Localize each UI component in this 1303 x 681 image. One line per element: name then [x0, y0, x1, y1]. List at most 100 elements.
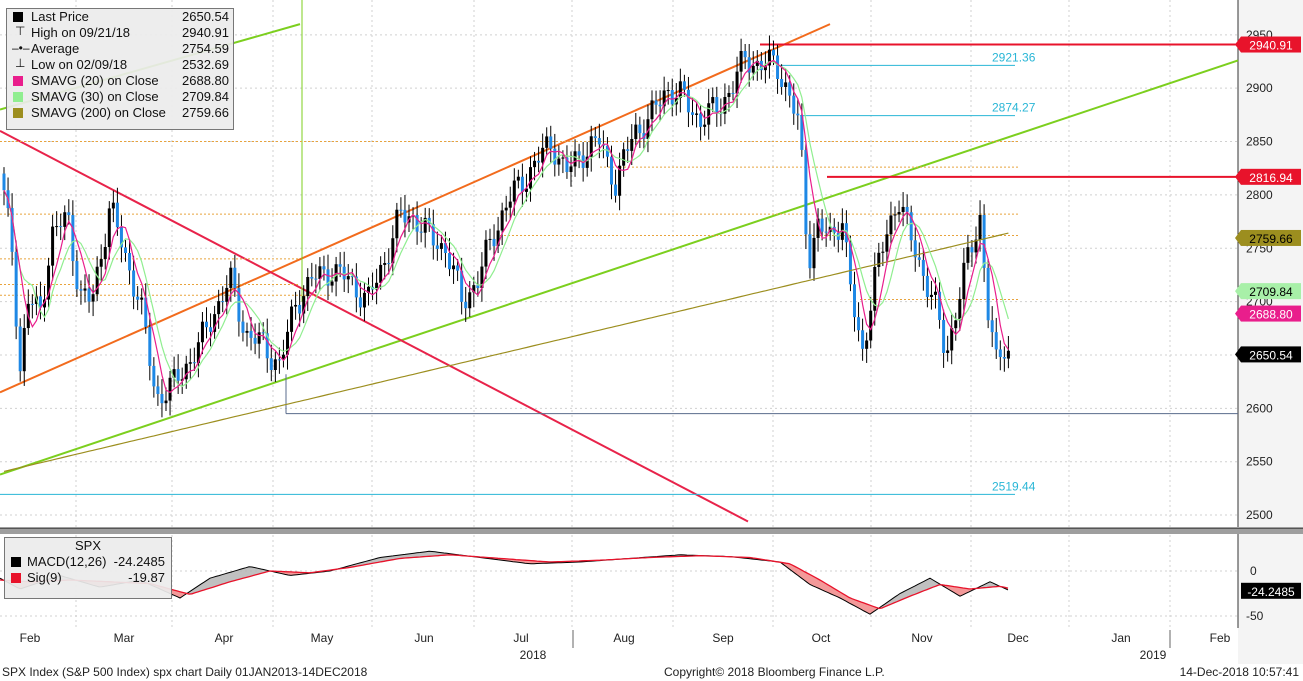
candle-body	[873, 267, 877, 311]
macd-histogram-fill	[243, 567, 246, 579]
candle-body	[233, 267, 237, 289]
macd-histogram-fill	[435, 551, 438, 556]
candle-body	[379, 264, 383, 283]
macd-histogram-fill	[924, 579, 927, 591]
macd-histogram-fill	[438, 552, 441, 556]
macd-histogram-fill	[864, 603, 867, 613]
candle-body	[79, 289, 83, 291]
candle-body	[261, 332, 265, 334]
candle-body	[107, 208, 111, 248]
macd-histogram-fill	[387, 556, 390, 561]
candle-body	[180, 379, 184, 381]
month-label: Dec	[1007, 631, 1028, 645]
macd-legend-row: MACD(12,26) -24.2485	[5, 554, 171, 570]
footer-copyright: Copyright© 2018 Bloomberg Finance L.P.	[664, 665, 885, 679]
month-label: Jun	[414, 631, 433, 645]
macd-histogram-fill	[201, 582, 204, 591]
macd-histogram-fill	[384, 556, 387, 562]
candle-body	[423, 217, 427, 233]
macd-histogram-fill	[819, 579, 822, 590]
candle-body	[897, 212, 901, 215]
candle-body	[881, 251, 885, 253]
candle-body	[375, 282, 379, 290]
axis-tag-pointer	[1235, 36, 1241, 53]
candle-body	[277, 359, 281, 361]
level-label: 2921.36	[992, 50, 1036, 64]
macd-histogram-fill	[429, 551, 432, 557]
candle-body	[767, 49, 771, 66]
macd-histogram-fill	[234, 570, 237, 581]
year-label: 2018	[520, 648, 547, 662]
candle-body	[119, 227, 123, 248]
axis-value-tag	[1241, 305, 1301, 322]
candle-body	[630, 139, 634, 151]
candle-body	[682, 81, 686, 90]
candle-body	[626, 149, 630, 151]
candle-body	[990, 320, 994, 333]
macd-histogram-fill	[930, 578, 933, 589]
macd-histogram-fill	[426, 551, 429, 557]
month-label: Apr	[215, 631, 234, 645]
legend-sma30: SMAVG (30) on Close 2709.84	[7, 89, 233, 105]
candle-body	[638, 124, 642, 134]
candle-body	[257, 332, 261, 344]
candle-body	[666, 90, 670, 92]
candle-body	[95, 266, 99, 295]
candle-body	[800, 115, 804, 150]
candle-body	[901, 206, 905, 213]
candle-body	[249, 330, 253, 338]
candle-body	[217, 301, 221, 315]
axis-tag-label: 2940.91	[1249, 39, 1293, 53]
candle-body	[338, 264, 342, 267]
macd-histogram-fill	[414, 552, 417, 558]
legend-low: ⊥ Low on 02/09/18 2532.69	[15, 56, 229, 72]
candle-body	[209, 327, 213, 332]
candle-body	[221, 301, 225, 303]
macd-histogram-fill	[252, 566, 255, 576]
candle-body	[43, 299, 46, 308]
candle-body	[537, 160, 541, 163]
month-label: Feb	[1210, 631, 1231, 645]
macd-value-tag	[1241, 582, 1301, 599]
legend-high: ⊤ High on 09/21/18 2940.91	[15, 24, 229, 40]
signal-legend-row: Sig(9) -19.87	[5, 570, 171, 586]
macd-title: SPX	[74, 538, 101, 553]
axis-value-tag	[1241, 283, 1301, 300]
candle-body	[865, 340, 869, 349]
candle-body	[115, 202, 119, 228]
macd-histogram-fill	[912, 585, 915, 596]
candle-body	[431, 224, 435, 246]
candle-body	[350, 276, 354, 278]
candle-body	[452, 265, 456, 270]
candle-body	[99, 259, 103, 267]
macd-histogram-fill	[927, 578, 930, 590]
macd-histogram-fill	[831, 586, 834, 596]
candle-body	[302, 296, 306, 314]
candle-body	[820, 218, 824, 232]
price-legend: Last Price 2650.54 ⊤ High on 09/21/18 2940.…	[6, 8, 234, 130]
spx-chart: 2500255026002650270027502800285029002950…	[0, 0, 1303, 664]
candle-body	[917, 257, 921, 260]
candle-body	[541, 147, 545, 163]
candle-body	[824, 231, 828, 233]
candle-body	[164, 400, 168, 404]
candle-body	[22, 328, 26, 372]
macd-histogram-fill	[219, 574, 222, 586]
month-label: Sep	[712, 631, 734, 645]
level-label: 2874.27	[992, 101, 1036, 115]
macd-histogram-fill	[813, 576, 816, 588]
macd-histogram-fill	[405, 553, 408, 559]
macd-histogram-fill	[858, 600, 861, 610]
footer-security: SPX Index (S&P 500 Index) spx chart Dail…	[2, 665, 368, 679]
macd-histogram-fill	[378, 557, 381, 563]
macd-histogram-fill	[807, 572, 810, 585]
candle-body	[168, 377, 172, 401]
candle-body	[281, 354, 285, 360]
macd-histogram-fill	[903, 590, 906, 600]
candle-body	[492, 238, 496, 247]
candle-body	[488, 238, 492, 240]
candle-body	[573, 151, 577, 167]
macd-histogram-fill	[861, 601, 864, 611]
candle-body	[484, 239, 488, 267]
candle-body	[699, 113, 703, 127]
